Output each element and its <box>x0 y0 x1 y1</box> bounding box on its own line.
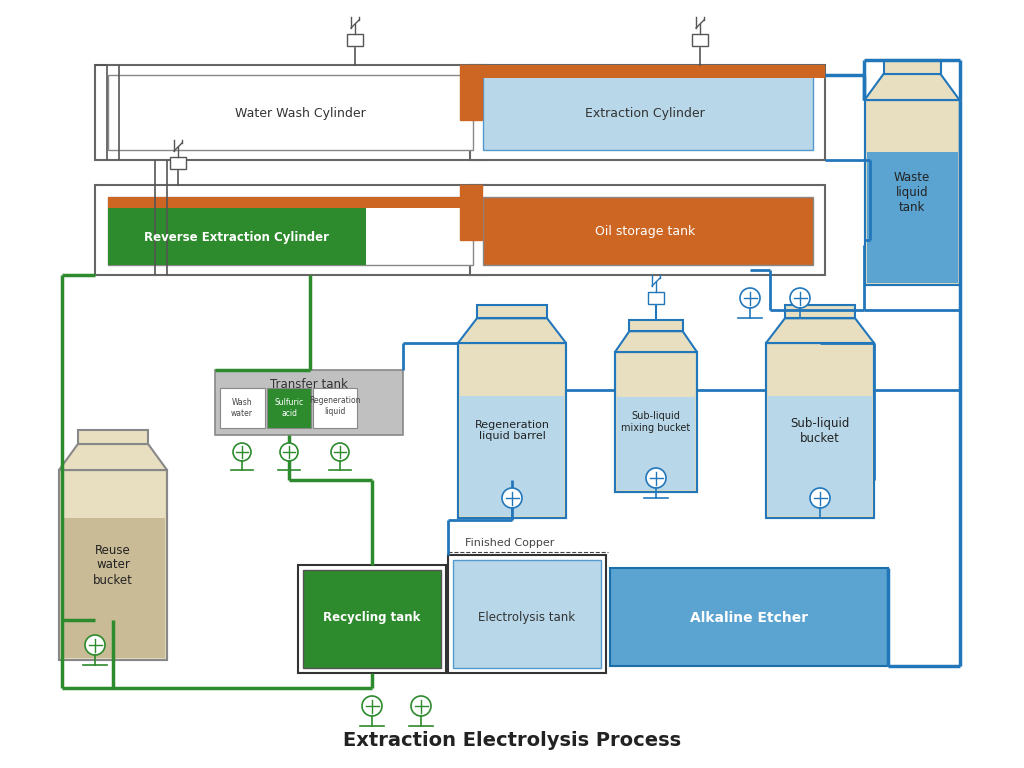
Text: Finished Copper: Finished Copper <box>465 538 555 548</box>
Bar <box>470 65 825 160</box>
Bar <box>617 397 695 490</box>
Bar <box>766 343 874 518</box>
Bar <box>313 388 357 428</box>
Bar <box>453 560 601 668</box>
Circle shape <box>810 488 830 508</box>
Polygon shape <box>766 318 874 343</box>
Bar <box>470 65 825 78</box>
Bar <box>864 100 959 285</box>
Bar <box>483 197 813 265</box>
Bar <box>483 75 813 150</box>
Text: Regeneration
liquid barrel: Regeneration liquid barrel <box>474 419 550 442</box>
Bar <box>615 352 697 492</box>
Text: Electrolysis tank: Electrolysis tank <box>478 611 575 624</box>
Bar <box>108 75 473 150</box>
Bar <box>108 197 473 265</box>
Bar <box>347 35 362 45</box>
Bar <box>267 388 311 428</box>
Text: Extraction Cylinder: Extraction Cylinder <box>585 107 705 120</box>
Bar <box>630 320 683 331</box>
Bar <box>483 197 813 265</box>
Bar <box>303 570 441 668</box>
Bar <box>864 100 959 285</box>
Polygon shape <box>615 331 697 352</box>
Bar <box>220 388 265 428</box>
Circle shape <box>646 468 666 488</box>
Bar <box>59 470 167 660</box>
Polygon shape <box>864 74 959 100</box>
Circle shape <box>331 443 349 461</box>
Text: Sulfuric
acid: Sulfuric acid <box>274 399 303 418</box>
Text: Oil storage tank: Oil storage tank <box>595 226 695 239</box>
Bar <box>108 197 473 208</box>
Text: Reverse Extraction Cylinder: Reverse Extraction Cylinder <box>144 230 330 243</box>
Bar <box>610 568 888 666</box>
Bar <box>692 35 708 45</box>
Circle shape <box>280 443 298 461</box>
Text: Sub-liquid
mixing bucket: Sub-liquid mixing bucket <box>622 411 690 433</box>
Bar <box>648 293 664 303</box>
Text: Recycling tank: Recycling tank <box>324 611 421 624</box>
Text: Waste
liquid
tank: Waste liquid tank <box>894 171 930 214</box>
Bar <box>59 470 167 660</box>
Bar <box>61 518 165 658</box>
Bar <box>884 60 940 74</box>
Bar <box>477 305 547 318</box>
Bar <box>615 352 697 492</box>
Bar <box>866 152 957 283</box>
Circle shape <box>740 288 760 308</box>
Bar <box>95 185 485 275</box>
Bar <box>766 343 874 518</box>
Text: Sub-liquid
bucket: Sub-liquid bucket <box>791 416 850 445</box>
Bar <box>458 343 566 518</box>
Polygon shape <box>59 444 167 470</box>
Bar <box>215 370 403 435</box>
Polygon shape <box>458 318 566 343</box>
Text: Transfer tank: Transfer tank <box>270 379 348 392</box>
Text: Alkaline Etcher: Alkaline Etcher <box>690 611 808 625</box>
Bar <box>460 396 564 516</box>
Bar <box>470 185 825 275</box>
Text: Wash
water: Wash water <box>231 399 253 418</box>
Bar <box>460 185 482 240</box>
Circle shape <box>411 696 431 716</box>
Bar <box>108 208 366 265</box>
Bar <box>785 305 855 318</box>
Bar <box>460 65 482 120</box>
Bar <box>170 157 186 169</box>
Bar <box>449 555 606 673</box>
Bar <box>458 343 566 518</box>
Text: Extraction Electrolysis Process: Extraction Electrolysis Process <box>343 730 681 750</box>
Text: Reuse
water
bucket: Reuse water bucket <box>93 544 133 587</box>
Circle shape <box>502 488 522 508</box>
Circle shape <box>790 288 810 308</box>
Bar <box>303 570 441 668</box>
Text: Regeneration
liquid: Regeneration liquid <box>309 396 360 415</box>
Bar <box>78 430 148 444</box>
Bar <box>768 396 872 516</box>
Bar <box>95 65 485 160</box>
Text: Water Wash Cylinder: Water Wash Cylinder <box>234 107 366 120</box>
Circle shape <box>233 443 251 461</box>
Circle shape <box>362 696 382 716</box>
Circle shape <box>85 635 105 655</box>
Bar <box>298 565 446 673</box>
Bar <box>453 560 601 668</box>
